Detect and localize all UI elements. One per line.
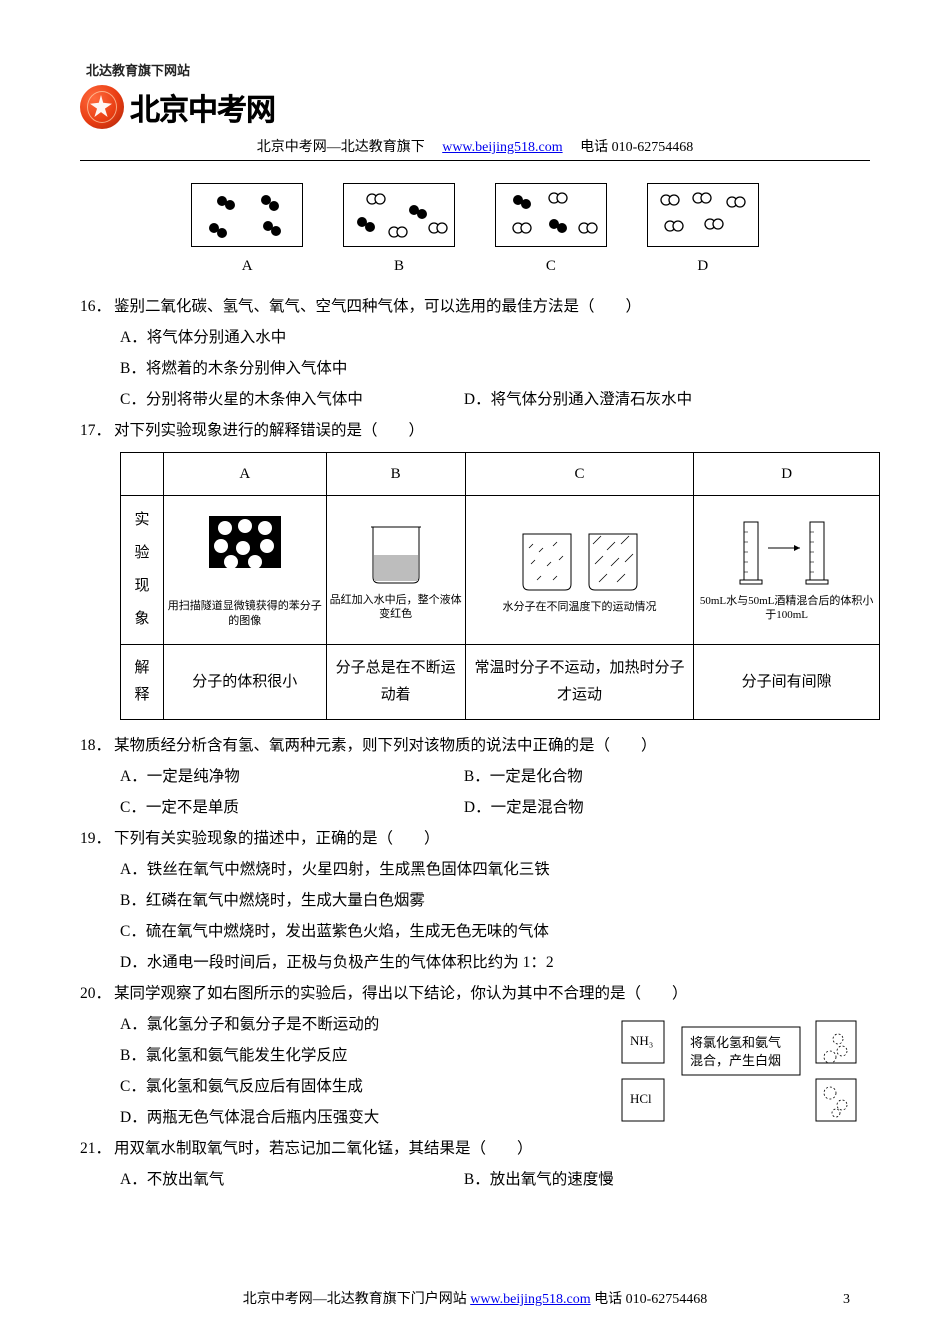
q20: 20． 某同学观察了如右图所示的实验后，得出以下结论，你认为其中不合理的是（ ） — [80, 978, 870, 1009]
q17-cap-d: 50mL水与50mL酒精混合后的体积小于100mL — [695, 594, 878, 623]
q17-cap-c: 水分子在不同温度下的运动情况 — [467, 600, 693, 614]
q17-cap-b: 品红加入水中后，整个液体变红色 — [328, 593, 464, 622]
q17-cap-a: 用扫描隧道显微镜获得的苯分子的图像 — [165, 599, 325, 628]
q18: 18． 某物质经分析含有氢、氧两种元素，则下列对该物质的说法中正确的是（ ） — [80, 730, 870, 761]
q18-opt-b: B．一定是化合物 — [464, 768, 583, 785]
q19-opt-d: D．水通电一段时间后，正极与负极产生的气体体积比约为 1：2 — [120, 947, 870, 978]
logo-ball-icon — [80, 85, 124, 129]
header-phone: 电话 010-62754468 — [566, 140, 693, 155]
diagram-d: D — [629, 183, 777, 281]
q17: 17． 对下列实验现象进行的解释错误的是（ ） — [80, 415, 870, 446]
q20-note-line1: 将氯化氢和氨气 — [690, 1035, 781, 1050]
page-number: 3 — [843, 1292, 850, 1308]
q19-opt-b: B．红磷在氧气中燃烧时，生成大量白色烟雾 — [120, 885, 870, 916]
q19: 19． 下列有关实验现象的描述中，正确的是（ ） — [80, 823, 870, 854]
footer-url-link[interactable]: www.beijing518.com — [470, 1292, 590, 1307]
q18-num: 18． — [80, 730, 114, 761]
q16-opt-c: C．分别将带火星的木条伸入气体中 — [120, 384, 460, 415]
header-meta-prefix: 北京中考网—北达教育旗下 — [257, 140, 439, 155]
q17-col-c: C — [465, 453, 694, 496]
diagram-c-label: C — [477, 251, 625, 281]
q17-num: 17． — [80, 415, 114, 446]
footer-suffix: 电话 010-62754468 — [594, 1292, 707, 1307]
q16-opt-a: A．将气体分别通入水中 — [120, 322, 870, 353]
diagram-b-label: B — [325, 251, 473, 281]
q20-figure: NH₃ HCl 将氯化氢和氨气 混合，产生白烟 — [616, 1013, 866, 1133]
diagram-c: C — [477, 183, 625, 281]
q17-col-b: B — [326, 453, 465, 496]
header-url-link[interactable]: www.beijing518.com — [442, 140, 562, 155]
diagram-a: A — [173, 183, 321, 281]
q17-row1-label: 实验现象 — [121, 496, 164, 645]
q20-note-line2: 混合，产生白烟 — [690, 1053, 781, 1068]
q18-opt-a: A．一定是纯净物 — [120, 761, 460, 792]
q20-nh3-label: NH₃ — [630, 1033, 653, 1048]
brand-subtitle: 北达教育旗下网站 — [86, 60, 870, 79]
q16-num: 16． — [80, 291, 114, 322]
q18-opt-d: D．一定是混合物 — [464, 799, 584, 816]
q17-interp-a: 分子的体积很小 — [164, 645, 327, 720]
q17-cell-b: 品红加入水中后，整个液体变红色 — [326, 496, 465, 645]
q17-table: A B C D 实验现象 用扫描隧道显微镜获得的苯分子的图 — [120, 452, 880, 720]
q19-text: 下列有关实验现象的描述中，正确的是（ ） — [114, 823, 870, 854]
q18-opts-ab: A．一定是纯净物 B．一定是化合物 — [120, 761, 870, 792]
q18-text: 某物质经分析含有氢、氧两种元素，则下列对该物质的说法中正确的是（ ） — [114, 730, 870, 761]
diagram-b: B — [325, 183, 473, 281]
q21: 21． 用双氧水制取氧气时，若忘记加二氧化锰，其结果是（ ） — [80, 1133, 870, 1164]
q20-text: 某同学观察了如右图所示的实验后，得出以下结论，你认为其中不合理的是（ ） — [114, 978, 870, 1009]
q20-num: 20． — [80, 978, 114, 1009]
q19-num: 19． — [80, 823, 114, 854]
diagram-a-label: A — [173, 251, 321, 281]
page-footer: 北京中考网—北达教育旗下门户网站 www.beijing518.com 电话 0… — [80, 1288, 870, 1308]
q18-opt-c: C．一定不是单质 — [120, 792, 460, 823]
q17-interp-b: 分子总是在不断运动着 — [326, 645, 465, 720]
cylinders-icon — [732, 518, 842, 590]
logo: 北京中考网 — [80, 82, 870, 132]
q15-diagram-row: A B — [80, 183, 870, 281]
q20-hcl-label: HCl — [630, 1091, 652, 1106]
page-header: 北达教育旗下网站 北京中考网 北京中考网—北达教育旗下 www.beijing5… — [80, 60, 870, 161]
beaker-icon — [359, 519, 433, 589]
q17-interp-d: 分子间有间隙 — [694, 645, 880, 720]
q17-cell-a: 用扫描隧道显微镜获得的苯分子的图像 — [164, 496, 327, 645]
q19-opt-a: A．铁丝在氧气中燃烧时，火星四射，生成黑色固体四氧化三铁 — [120, 854, 870, 885]
q21-opt-a: A．不放出氧气 — [120, 1164, 460, 1195]
footer-prefix: 北京中考网—北达教育旗下门户网站 — [243, 1292, 471, 1307]
logo-text: 北京中考网 — [130, 85, 275, 129]
q21-opts-ab: A．不放出氧气 B．放出氧气的速度慢 — [120, 1164, 870, 1195]
q17-text: 对下列实验现象进行的解释错误的是（ ） — [114, 415, 870, 446]
content: A B — [80, 183, 870, 1195]
two-beakers-icon — [509, 526, 649, 596]
q16-text: 鉴别二氧化碳、氢气、氧气、空气四种气体，可以选用的最佳方法是（ ） — [114, 291, 870, 322]
q17-row2-label: 解释 — [121, 645, 164, 720]
q21-opt-b: B．放出氧气的速度慢 — [464, 1171, 614, 1188]
q19-opt-c: C．硫在氧气中燃烧时，发出蓝紫色火焰，生成无色无味的气体 — [120, 916, 870, 947]
benzene-stm-icon — [195, 512, 295, 584]
q17-col-d: D — [694, 453, 880, 496]
q16: 16． 鉴别二氧化碳、氢气、氧气、空气四种气体，可以选用的最佳方法是（ ） — [80, 291, 870, 322]
q18-opts-cd: C．一定不是单质 D．一定是混合物 — [120, 792, 870, 823]
q21-num: 21． — [80, 1133, 114, 1164]
q17-interp-c: 常温时分子不运动，加热时分子才运动 — [465, 645, 694, 720]
q17-cell-c: 水分子在不同温度下的运动情况 — [465, 496, 694, 645]
q17-cell-d: 50mL水与50mL酒精混合后的体积小于100mL — [694, 496, 880, 645]
q16-opt-d: D．将气体分别通入澄清石灰水中 — [464, 391, 692, 408]
header-meta: 北京中考网—北达教育旗下 www.beijing518.com 电话 010-6… — [80, 136, 870, 161]
q16-opts-cd: C．分别将带火星的木条伸入气体中 D．将气体分别通入澄清石灰水中 — [120, 384, 870, 415]
q21-text: 用双氧水制取氧气时，若忘记加二氧化锰，其结果是（ ） — [114, 1133, 870, 1164]
q16-opt-b: B．将燃着的木条分别伸入气体中 — [120, 353, 870, 384]
diagram-d-label: D — [629, 251, 777, 281]
q17-col-a: A — [164, 453, 327, 496]
